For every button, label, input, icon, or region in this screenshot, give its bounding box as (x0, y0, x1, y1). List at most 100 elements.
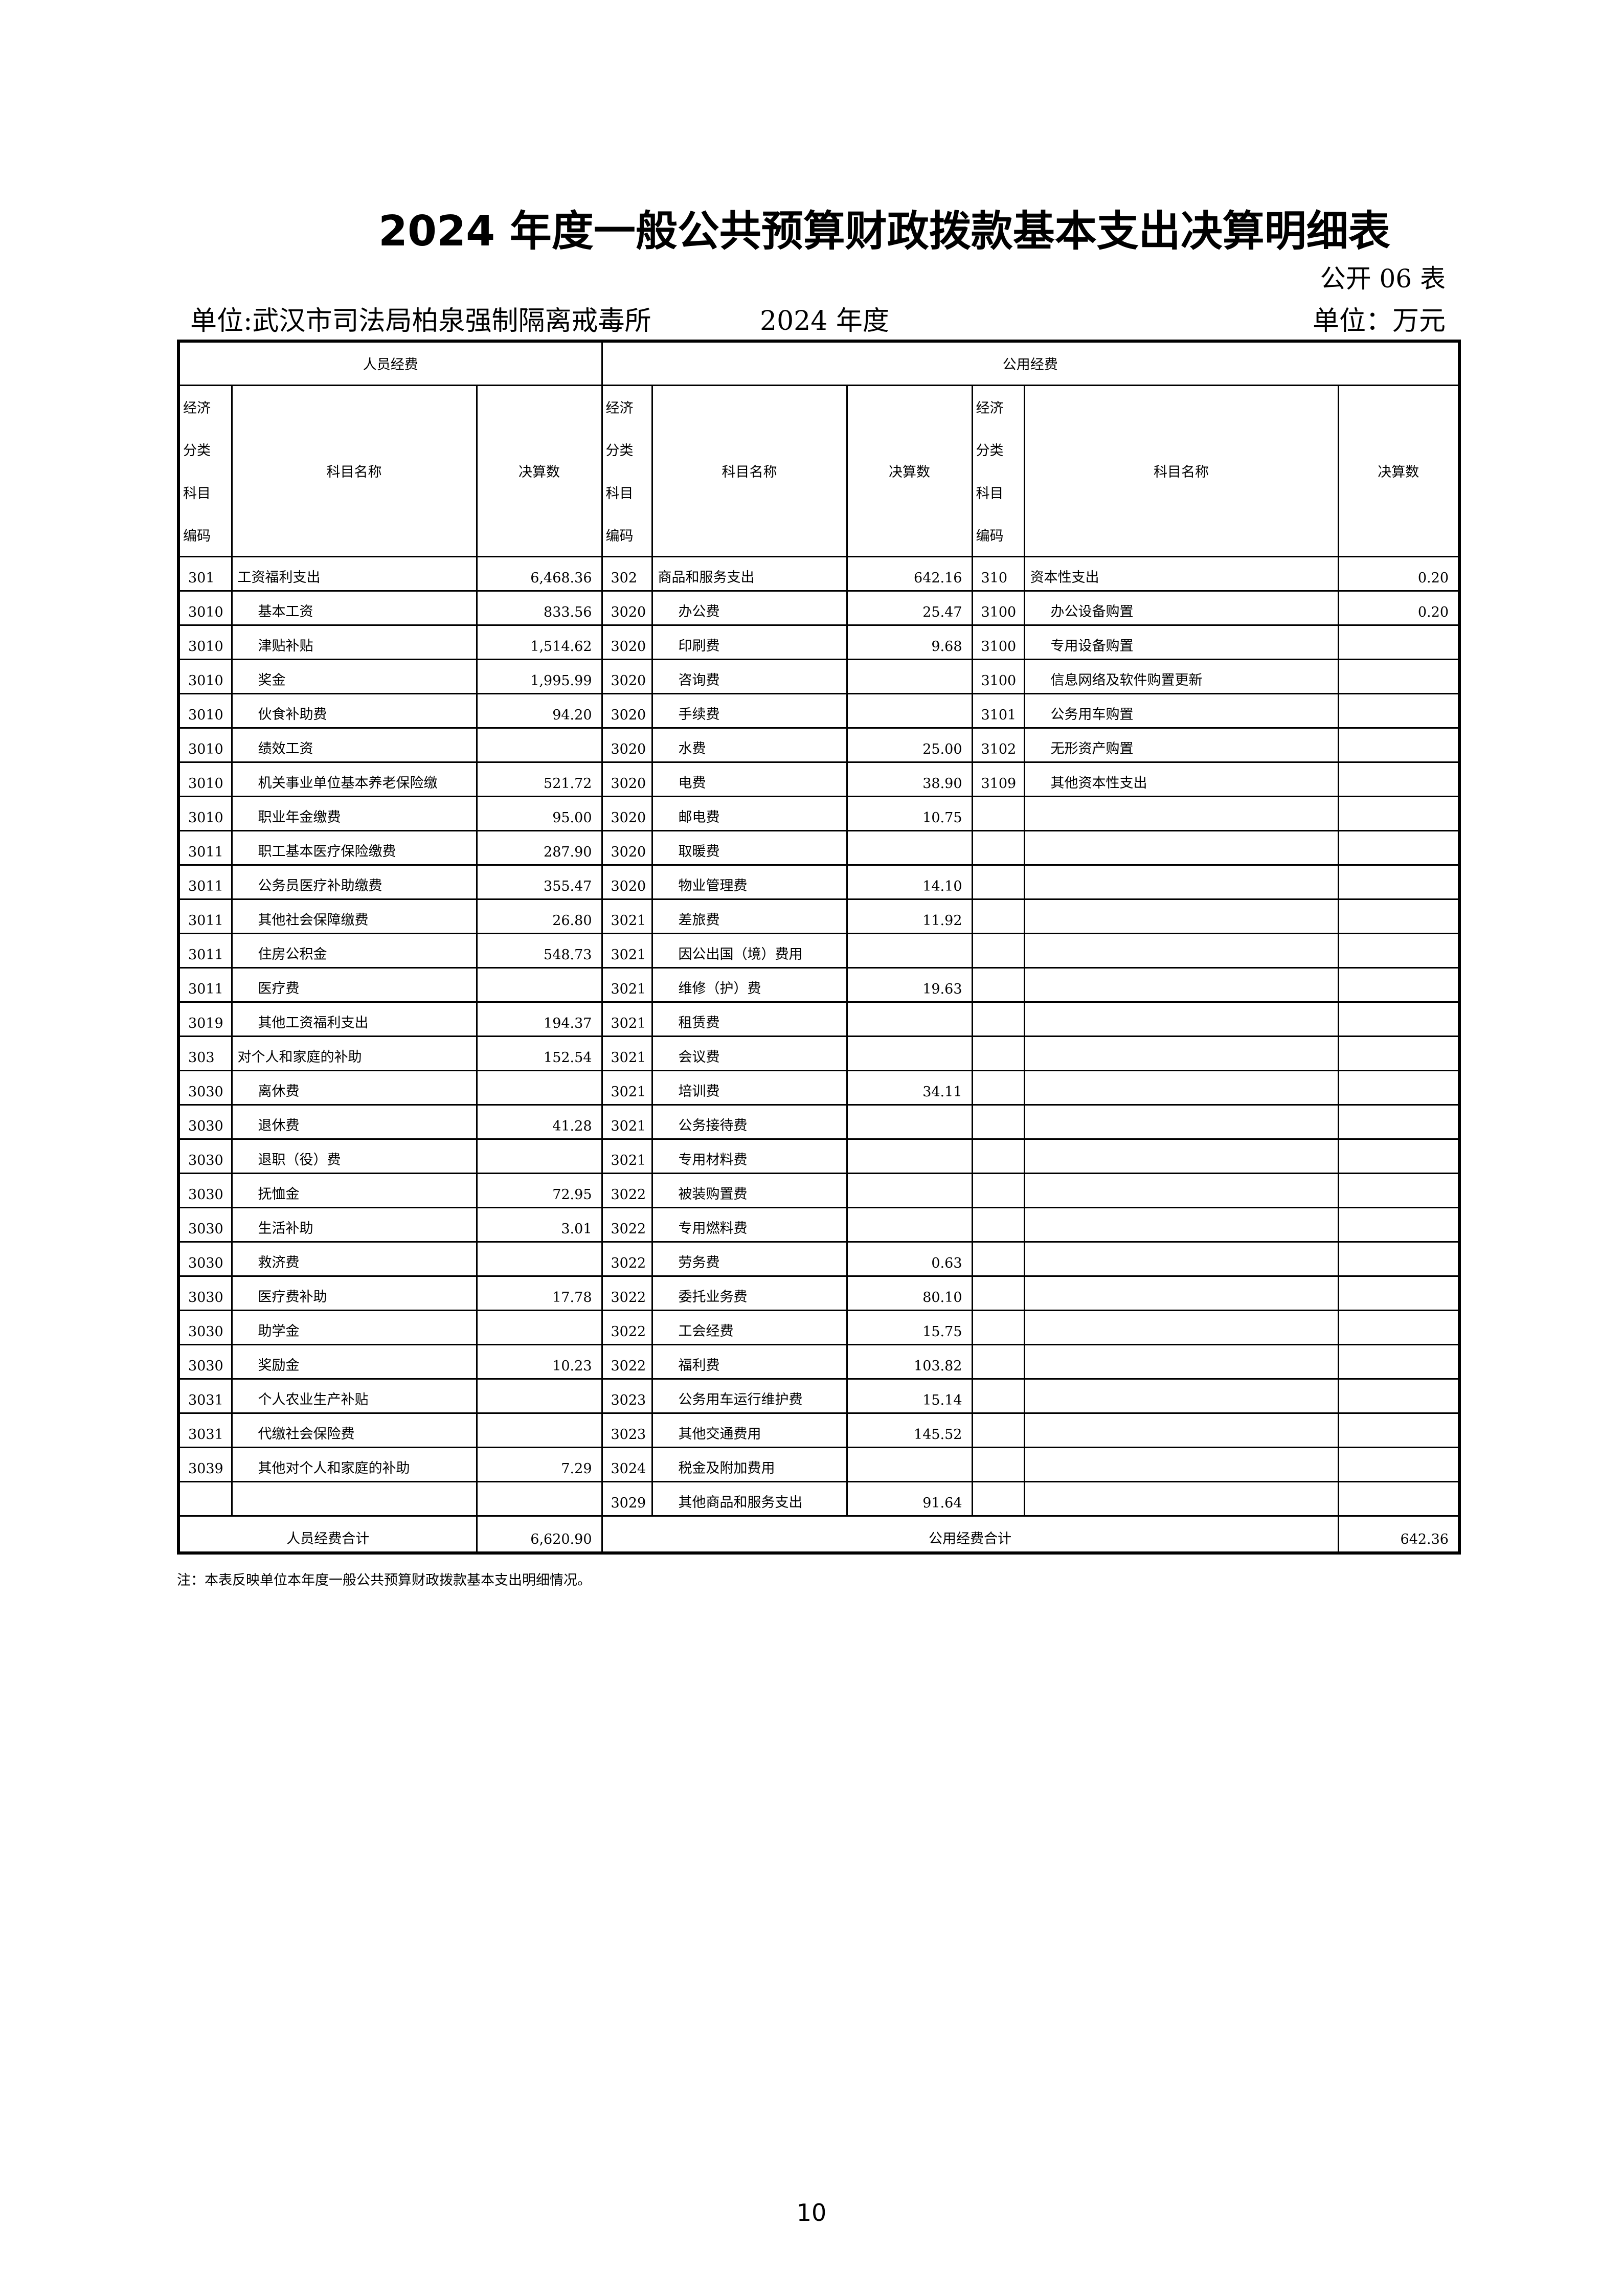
item-name: 被装购置费 (651, 1172, 848, 1208)
item-name (1023, 1275, 1339, 1311)
item-name (1023, 1206, 1339, 1243)
item-code: 3100 (971, 590, 1025, 626)
item-name: 取暖费 (651, 829, 848, 866)
item-code: 3021 (601, 1001, 653, 1037)
item-name: 租赁费 (651, 1001, 848, 1037)
item-amount: 10.23 (476, 1343, 603, 1380)
expenditure-table: 人员经费 公用经费 经济 分类 科目 编码 科目名称 决算数 经济 分类 科目 编码 科目名称 决算数… (177, 340, 1461, 1555)
item-code: 3023 (601, 1412, 653, 1448)
item-code (971, 1412, 1025, 1448)
code-header-line: 科目 (605, 485, 634, 502)
item-amount (1337, 966, 1460, 1003)
item-name (1023, 1412, 1339, 1448)
code-header-line: 编码 (976, 528, 1004, 545)
item-code: 3030 (177, 1206, 233, 1243)
item-code: 3030 (177, 1138, 233, 1174)
table-row: 3011 公务员医疗补助缴费 355.47 3020 物业管理费 14.10 (177, 864, 1460, 900)
item-amount (846, 1206, 973, 1243)
item-name: 医疗费 (231, 966, 478, 1003)
item-amount: 833.56 (476, 590, 603, 626)
item-name: 办公费 (651, 590, 848, 626)
unit-organization: 单位:武汉市司法局柏泉强制隔离戒毒所 (190, 306, 651, 336)
item-code: 3022 (601, 1343, 653, 1380)
code-header-line: 编码 (605, 528, 634, 545)
item-name: 公务用车购置 (1023, 692, 1339, 729)
item-code: 3020 (601, 658, 653, 694)
item-amount: 95.00 (476, 795, 603, 831)
item-amount (476, 1069, 603, 1106)
code-header-line: 经济 (976, 400, 1004, 416)
item-amount (846, 1104, 973, 1140)
table-row: 3031 个人农业生产补贴 3023 公务用车运行维护费 15.14 (177, 1378, 1460, 1414)
item-name: 因公出国（境）费用 (651, 932, 848, 969)
item-code: 3010 (177, 658, 233, 694)
name-column-header: 科目名称 (1023, 384, 1339, 557)
item-amount (476, 1412, 603, 1448)
code-header-line: 编码 (183, 528, 211, 545)
item-amount: 1,514.62 (476, 624, 603, 660)
item-name: 生活补助 (231, 1206, 478, 1243)
table-row: 3030 离休费 3021 培训费 34.11 (177, 1069, 1460, 1106)
item-amount: 41.28 (476, 1104, 603, 1140)
item-amount: 287.90 (476, 829, 603, 866)
item-code: 303 (177, 1035, 233, 1071)
item-amount: 25.00 (846, 727, 973, 763)
item-amount (1337, 727, 1460, 763)
item-code: 3011 (177, 829, 233, 866)
name-column-header: 科目名称 (651, 384, 848, 557)
item-code: 3039 (177, 1446, 233, 1482)
item-code (971, 864, 1025, 900)
item-amount: 548.73 (476, 932, 603, 969)
item-code: 3020 (601, 624, 653, 660)
item-name: 信息网络及软件购置更新 (1023, 658, 1339, 694)
item-name: 手续费 (651, 692, 848, 729)
item-amount: 103.82 (846, 1343, 973, 1380)
item-code: 302 (601, 555, 653, 592)
item-amount: 91.64 (846, 1480, 973, 1517)
item-code: 3029 (601, 1480, 653, 1517)
item-code: 3011 (177, 864, 233, 900)
public-header: 公用经费 (601, 340, 1460, 386)
item-code: 301 (177, 555, 233, 592)
item-name (1023, 1172, 1339, 1208)
item-code (971, 932, 1025, 969)
item-code: 3020 (601, 692, 653, 729)
item-name: 专用材料费 (651, 1138, 848, 1174)
item-amount (1337, 1446, 1460, 1482)
table-row: 3011 医疗费 3021 维修（护）费 19.63 (177, 966, 1460, 1003)
item-code (971, 1309, 1025, 1345)
item-name: 其他资本性支出 (1023, 761, 1339, 797)
item-amount (476, 966, 603, 1003)
item-name (1023, 1035, 1339, 1071)
item-amount (846, 1001, 973, 1037)
table-row: 3030 抚恤金 72.95 3022 被装购置费 (177, 1172, 1460, 1208)
page-number: 10 (796, 2199, 827, 2226)
item-name: 其他交通费用 (651, 1412, 848, 1448)
item-amount (846, 829, 973, 866)
item-name: 基本工资 (231, 590, 478, 626)
item-code: 3023 (601, 1378, 653, 1414)
item-amount: 1,995.99 (476, 658, 603, 694)
table-row: 3030 医疗费补助 17.78 3022 委托业务费 80.10 (177, 1275, 1460, 1311)
item-amount: 15.75 (846, 1309, 973, 1345)
item-amount: 3.01 (476, 1206, 603, 1243)
item-name: 福利费 (651, 1343, 848, 1380)
item-code: 3030 (177, 1275, 233, 1311)
item-amount (846, 1035, 973, 1071)
item-name: 委托业务费 (651, 1275, 848, 1311)
item-code: 3100 (971, 624, 1025, 660)
name-column-header: 科目名称 (231, 384, 478, 557)
item-code: 3022 (601, 1275, 653, 1311)
item-code: 3021 (601, 1069, 653, 1106)
item-name: 工会经费 (651, 1309, 848, 1345)
item-amount: 34.11 (846, 1069, 973, 1106)
item-name: 个人农业生产补贴 (231, 1378, 478, 1414)
code-header-line: 经济 (183, 400, 211, 416)
item-code: 3031 (177, 1412, 233, 1448)
public-total-label: 公用经费合计 (601, 1515, 1339, 1554)
item-name: 退休费 (231, 1104, 478, 1140)
item-code (971, 1069, 1025, 1106)
item-amount (476, 1241, 603, 1277)
table-row: 3011 其他社会保障缴费 26.80 3021 差旅费 11.92 (177, 898, 1460, 934)
item-amount (846, 692, 973, 729)
